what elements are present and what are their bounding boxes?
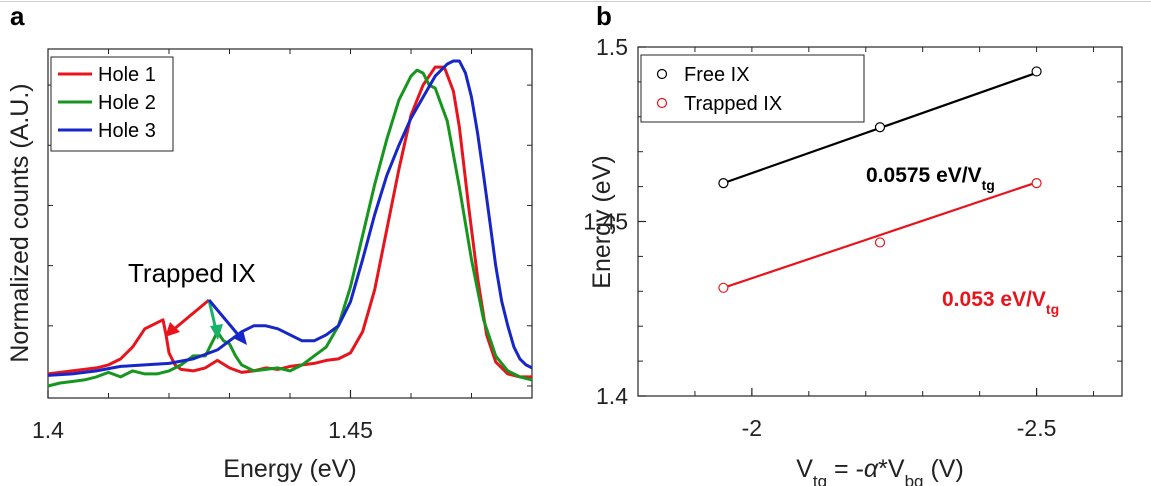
- arrow-head-hole-1: [165, 322, 180, 337]
- xlabel-alpha: α: [864, 455, 879, 483]
- panel-b-xlabel: Vtg = -α*Vbg (V): [796, 455, 964, 486]
- arrow-head-hole-2: [210, 324, 223, 340]
- slope-free-sub: tg: [982, 177, 995, 193]
- panel-a-legend-entries: Hole 1 Hole 2 Hole 3: [58, 64, 156, 142]
- legend-marker-free-ix: [656, 68, 668, 80]
- xlabel-bg-sub: bg: [905, 472, 924, 486]
- panel-a-legend: Hole 1 Hole 2 Hole 3: [50, 56, 174, 152]
- x-tick-label: 1.4: [32, 417, 64, 443]
- panel-b-lines: [718, 66, 1042, 293]
- panel-a-ticks: 1.4 1.45: [32, 49, 533, 443]
- arrow-head-hole-3: [233, 330, 247, 345]
- series-line-hole-2: [47, 68, 533, 388]
- slope-free-value: 0.0575 eV/V: [866, 164, 982, 187]
- legend-label-hole-2: Hole 2: [98, 92, 156, 114]
- legend-label-trapped-ix: Trapped IX: [684, 93, 782, 115]
- data-point-trapped-ix: [1031, 178, 1042, 189]
- xlabel-v: V: [796, 455, 813, 483]
- slope-label-free-ix: 0.0575 eV/Vtg: [866, 164, 995, 193]
- trapped-ix-annotation: Trapped IX: [128, 258, 256, 288]
- trapped-ix-arrows: [165, 298, 247, 345]
- data-point-free-ix: [718, 178, 729, 189]
- panel-b-chart: -2 -2.51.41.451.5 0.0575 eV/Vtg 0.053 eV/…: [583, 34, 1123, 486]
- x-tick-label: -2: [742, 415, 762, 441]
- arrow-hole-1: [172, 298, 210, 332]
- panel-a-chart: 1.4 1.45 Trapped IX Hole 1 Hole 2 Hole 3 En…: [6, 48, 533, 483]
- data-point-trapped-ix: [874, 237, 886, 248]
- legend-marker-trapped-ix: [656, 97, 668, 109]
- y-tick-label: 1.45: [583, 209, 628, 235]
- data-point-trapped-ix: [718, 282, 729, 293]
- panel-a-letter: a: [10, 1, 25, 31]
- panel-b-letter: b: [596, 1, 612, 31]
- arrow-hole-2: [207, 299, 218, 331]
- panel-b-ylabel: Energy (eV): [588, 155, 616, 288]
- xlabel-vbg: *V: [878, 455, 905, 483]
- panel-a-ylabel: Normalized counts (A.U.): [6, 83, 34, 362]
- xlabel-unit: (V): [924, 455, 964, 483]
- x-tick-label: -2.5: [1017, 415, 1057, 441]
- series-line-hole-3: [47, 59, 533, 377]
- xlabel-eq: = -: [827, 455, 864, 483]
- legend-label-hole-1: Hole 1: [98, 64, 156, 86]
- xlabel-v-sub: tg: [813, 472, 827, 486]
- legend-label-free-ix: Free IX: [684, 64, 750, 86]
- y-tick-label: 1.4: [596, 383, 628, 409]
- arrow-hole-3: [207, 299, 242, 338]
- data-point-free-ix: [874, 122, 886, 133]
- slope-trapped-sub: tg: [1046, 301, 1059, 317]
- slope-trapped-value: 0.053 eV/V: [942, 288, 1046, 311]
- panel-b-legend: Free IX Trapped IX: [640, 54, 865, 123]
- slope-label-trapped-ix: 0.053 eV/Vtg: [942, 288, 1059, 317]
- data-point-free-ix: [1031, 66, 1042, 77]
- fit-line-trapped-ix: [723, 181, 1037, 289]
- panel-a-lines: [47, 59, 533, 388]
- legend-label-hole-3: Hole 3: [98, 120, 156, 142]
- panel-b-legend-entries: Free IX Trapped IX: [656, 64, 782, 115]
- y-tick-label: 1.5: [596, 34, 628, 60]
- panel-b-ticks: -2 -2.5 1.4 1.45 1.5: [583, 34, 1122, 441]
- panel-b-legend-box: [640, 54, 865, 123]
- x-tick-label: 1.45: [328, 417, 373, 443]
- panel-a-xlabel: Energy (eV): [223, 455, 356, 483]
